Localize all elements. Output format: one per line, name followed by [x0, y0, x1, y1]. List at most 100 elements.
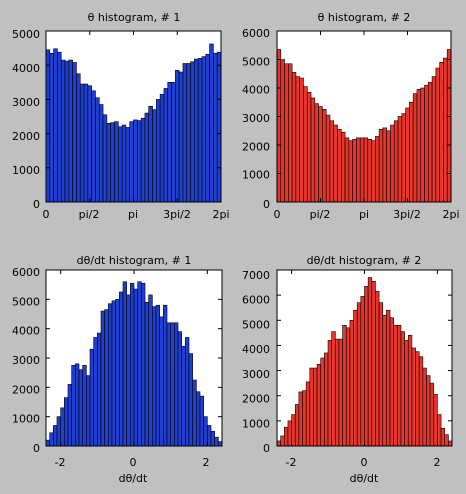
y-tick-label: 3000	[242, 112, 270, 125]
axes-frame	[45, 269, 223, 447]
y-tick-labels: 0 1000 2000 3000 4000 5000 6000	[242, 27, 270, 211]
x-tick-labels: -2 0 2	[286, 456, 441, 469]
histogram-bar	[382, 127, 387, 203]
histogram-bar	[348, 140, 353, 203]
histogram-bar	[378, 129, 384, 203]
y-tick-labels: 0 1000 2000 3000 4000 5000 6000	[12, 266, 40, 455]
histogram-bar	[426, 375, 431, 447]
histogram-bar	[443, 57, 448, 203]
histogram-bar	[318, 106, 323, 203]
histogram-bar	[337, 129, 342, 203]
histogram-bar	[133, 288, 138, 447]
histogram-bar	[382, 314, 387, 447]
histogram-bar	[412, 93, 418, 203]
x-tick-label: pi/2	[79, 208, 100, 221]
x-tick-label: -2	[286, 456, 297, 469]
x-tick-labels: 0 pi/2 pi 3pi/2 2pi	[43, 208, 230, 221]
histogram-bar	[60, 407, 65, 447]
histogram-bar	[299, 77, 304, 203]
histogram-bar	[420, 87, 425, 203]
histogram-bar	[64, 60, 70, 203]
histogram-bar	[283, 426, 289, 447]
histogram-bar	[409, 101, 414, 203]
x-tick-label: 2	[434, 456, 441, 469]
histogram-bar	[294, 404, 300, 447]
histogram-bar	[288, 63, 293, 203]
x-tick-label: 2pi	[442, 208, 459, 221]
x-tick-label: pi/2	[310, 208, 331, 221]
histogram-bar	[325, 114, 331, 203]
histogram-bar	[72, 62, 77, 203]
histogram-bar	[170, 322, 175, 447]
histogram-bar	[71, 365, 76, 447]
y-tick-label: 1000	[242, 169, 270, 182]
y-tick-label: 5000	[12, 28, 40, 41]
histogram-bar	[216, 51, 222, 203]
histogram-bar	[340, 131, 346, 203]
y-tick-label: 0	[33, 198, 40, 211]
histogram-bar	[137, 281, 142, 447]
histogram-bar	[137, 120, 142, 203]
y-tick-label: 3000	[242, 368, 270, 381]
x-tick-labels: -2 0 2	[55, 456, 210, 469]
histogram-bar	[201, 56, 207, 203]
y-tick-label: 0	[263, 198, 270, 211]
histogram-bar	[95, 97, 100, 203]
histogram-bar	[364, 286, 369, 447]
histogram-bar	[203, 416, 208, 447]
histogram-bar	[218, 441, 223, 447]
histogram-bar	[302, 390, 307, 447]
histogram-bar	[375, 291, 380, 447]
x-tick-label: 0	[274, 208, 281, 221]
histogram-bar	[327, 340, 332, 447]
plot-area	[276, 30, 452, 203]
histogram-bar	[338, 338, 343, 447]
histogram-bar	[108, 303, 113, 447]
histogram-bar	[333, 124, 338, 203]
plot-area	[45, 269, 223, 447]
histogram-bar	[320, 357, 325, 447]
histogram-bar	[407, 335, 413, 447]
x-tick-label: 0	[361, 456, 368, 469]
histogram-bar	[295, 76, 300, 203]
histogram-bar	[159, 316, 164, 447]
histogram-bar	[93, 337, 98, 447]
x-tick-label: 2pi	[212, 208, 229, 221]
histogram-bar	[100, 310, 105, 447]
histogram-bar	[152, 306, 157, 447]
y-tick-label: 2000	[12, 383, 40, 396]
histogram-bar	[152, 109, 157, 203]
histogram-bar	[76, 73, 81, 203]
y-tick-label: 4000	[242, 343, 270, 356]
histogram-bar	[393, 325, 398, 447]
histogram-bar	[386, 309, 391, 447]
histogram-bar	[64, 397, 69, 447]
histogram-bar	[175, 70, 180, 203]
histogram-bar	[439, 62, 444, 203]
panel-theta-hist-1: θ histogram, # 1 0 1000 2000 3000 4000 5…	[12, 11, 230, 221]
histogram-bar	[322, 109, 327, 203]
y-tick-label: 5000	[12, 295, 40, 308]
histogram-bar	[210, 431, 215, 447]
histogram-bar	[119, 291, 124, 447]
histogram-bar	[194, 58, 199, 203]
y-tick-label: 5000	[242, 55, 270, 68]
histogram-bar	[306, 91, 312, 203]
histogram-bar	[313, 367, 318, 447]
histogram-bar	[110, 122, 115, 203]
histogram-bar	[367, 277, 373, 447]
chart-title: θ histogram, # 1	[88, 11, 181, 24]
histogram-bar	[174, 322, 179, 447]
y-tick-label: 3000	[12, 96, 40, 109]
histogram-bar	[424, 84, 429, 203]
histogram-bar	[185, 337, 190, 447]
histogram-bar	[166, 322, 171, 447]
y-tick-label: 6000	[242, 27, 270, 40]
histogram-bar	[284, 63, 289, 203]
histogram-bar	[53, 48, 58, 203]
panel-theta-hist-2: θ histogram, # 2 0 1000 2000 3000 4000 5…	[242, 11, 460, 221]
histogram-bar	[331, 331, 336, 447]
histogram-bar	[133, 119, 138, 203]
histogram-bar	[144, 301, 149, 447]
